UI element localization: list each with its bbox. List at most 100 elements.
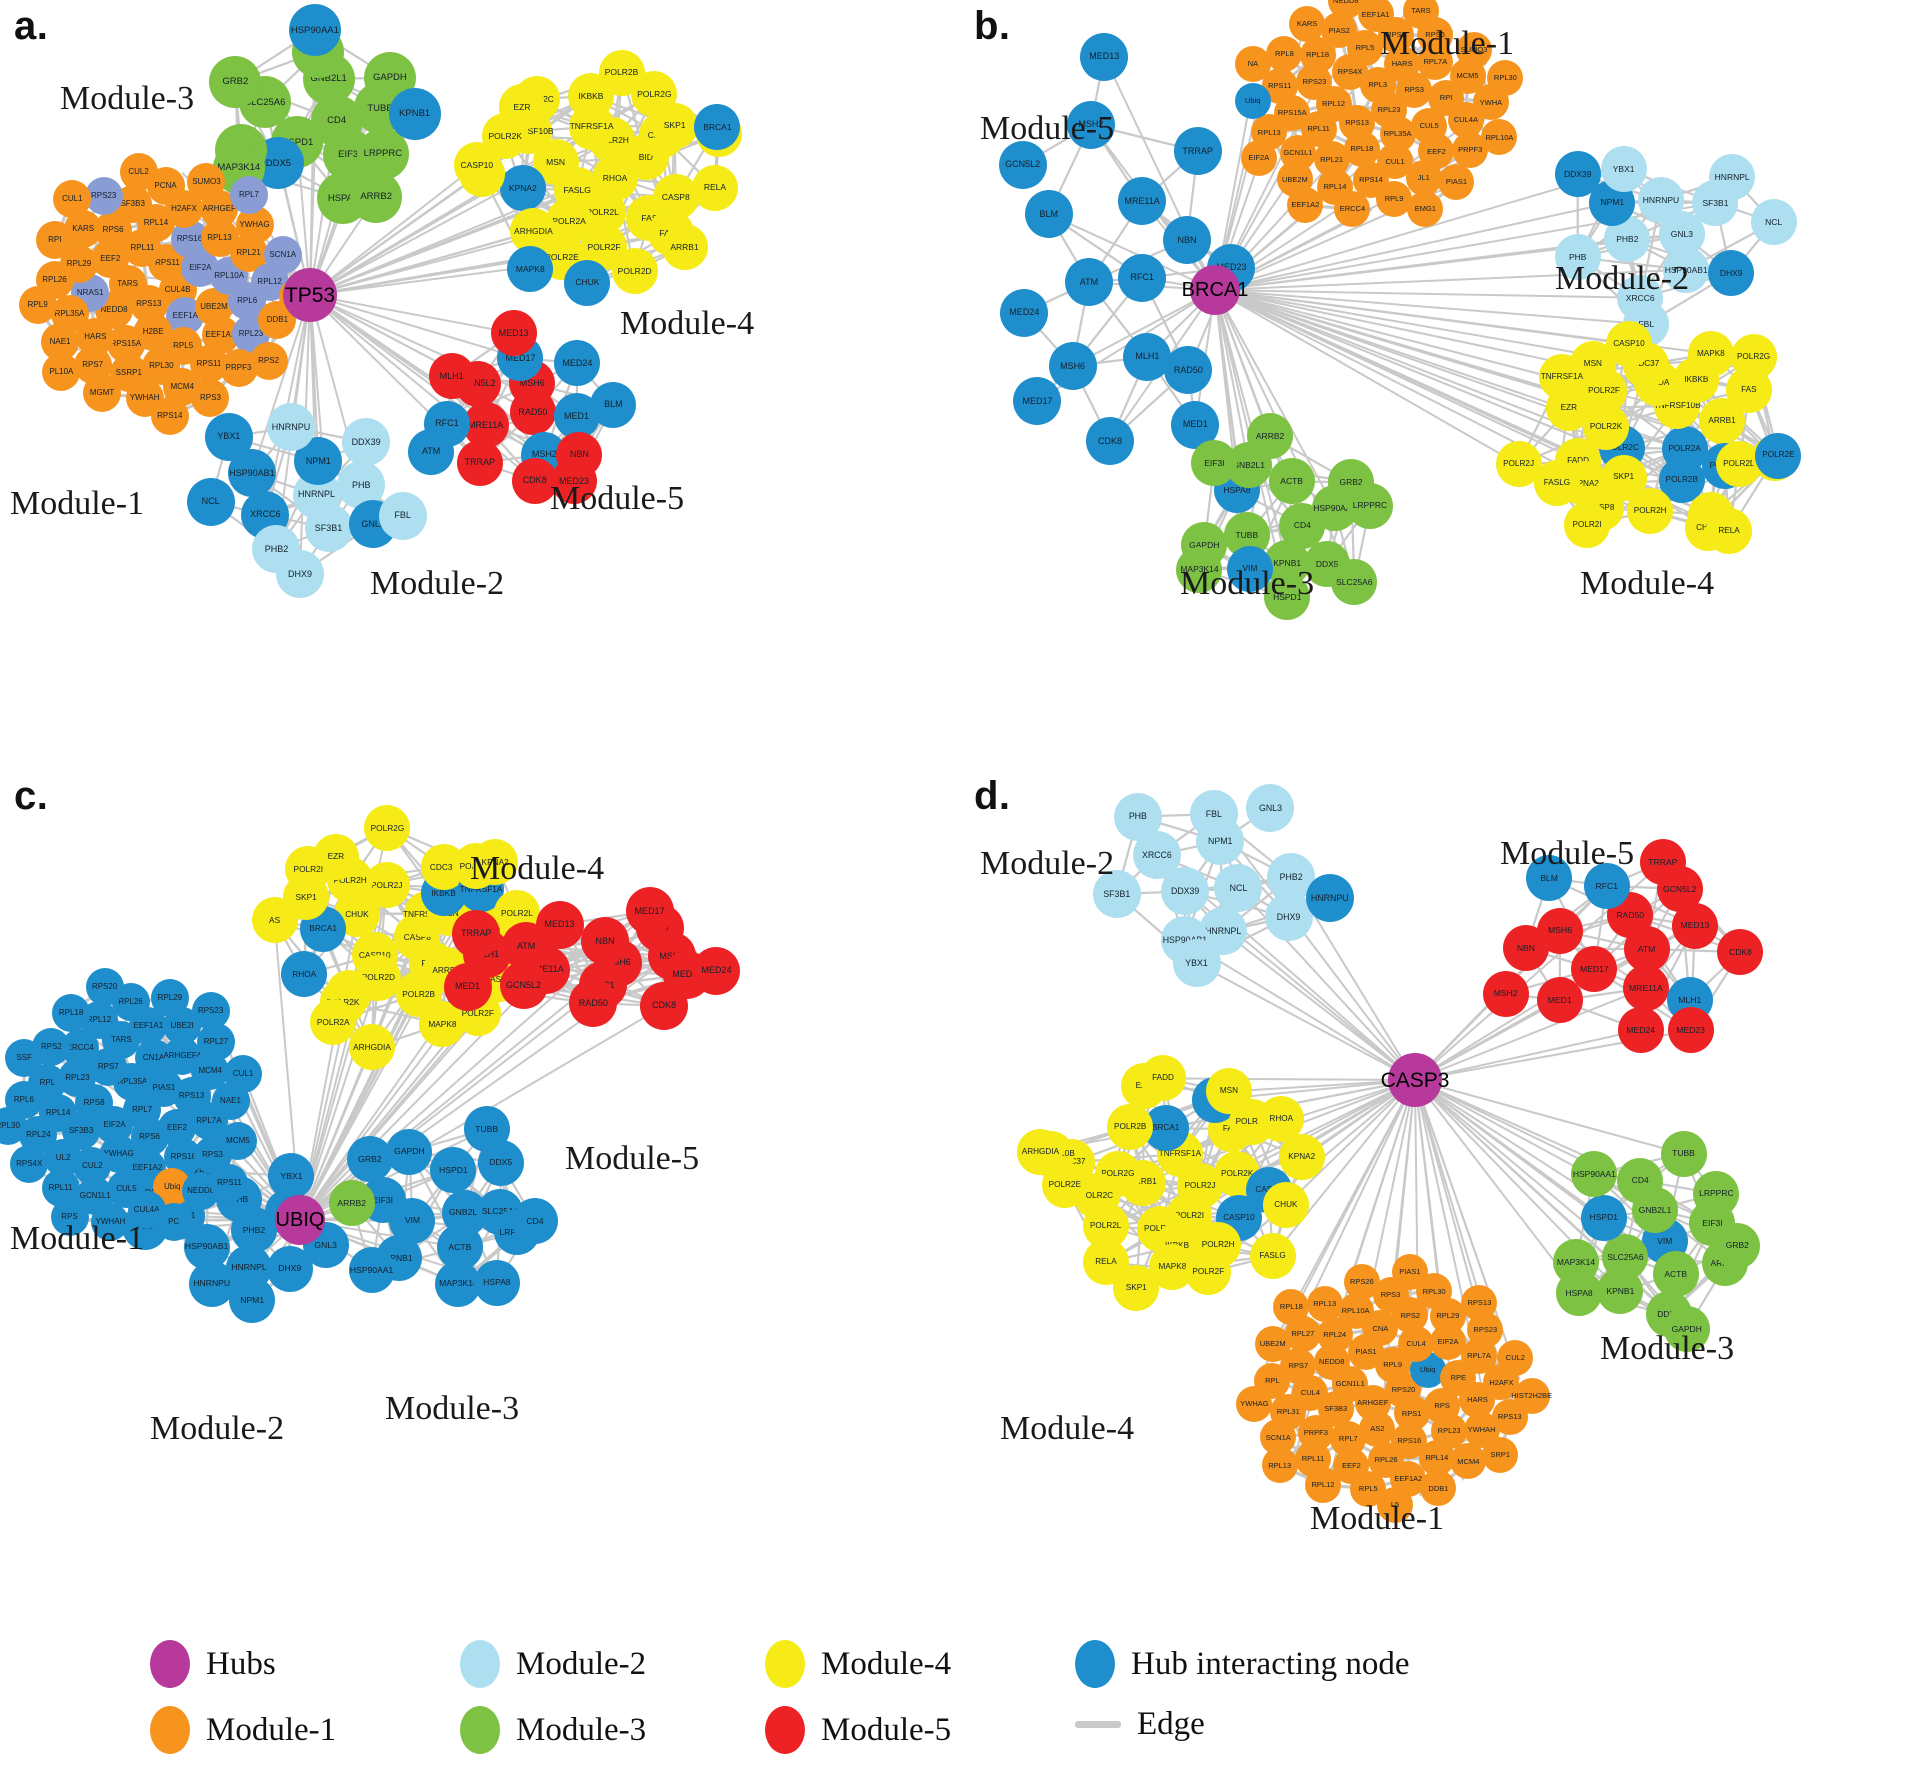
protein-node[interactable]: RPL9 [18, 286, 57, 325]
protein-node[interactable]: LRPPRC [1693, 1170, 1740, 1217]
protein-node[interactable]: RPL12 [1304, 1466, 1341, 1503]
protein-node[interactable]: NBN [1163, 216, 1212, 264]
protein-node[interactable]: KPNB1 [1597, 1268, 1644, 1315]
protein-node[interactable]: MED17 [1571, 945, 1618, 992]
protein-node[interactable]: RPL8 [1266, 35, 1303, 72]
protein-node[interactable]: PHB [1554, 234, 1601, 281]
protein-node[interactable]: BLM [590, 381, 637, 428]
protein-node[interactable]: POLR2B [1107, 1104, 1154, 1151]
protein-node[interactable]: RPS3 [191, 378, 230, 417]
protein-node[interactable]: MCM5 [218, 1121, 257, 1160]
protein-node[interactable]: PL10A [42, 353, 81, 392]
protein-node[interactable]: HNRNPU [188, 1260, 235, 1307]
hub-node[interactable]: BRCA1 [1182, 265, 1248, 315]
protein-node[interactable]: CDK8 [640, 981, 689, 1030]
protein-node[interactable]: POLR2H [1627, 488, 1674, 535]
protein-node[interactable]: MED13 [535, 900, 584, 949]
protein-node[interactable]: RPL29 [150, 979, 189, 1018]
protein-node[interactable]: ARHGDIA [348, 1024, 395, 1071]
protein-node[interactable]: CASP10 [1605, 321, 1652, 368]
protein-node[interactable]: POLR2I [1564, 502, 1611, 549]
protein-node[interactable]: EZR [499, 83, 546, 130]
protein-node[interactable]: RHOA [281, 951, 328, 998]
protein-node[interactable]: NBN [1502, 925, 1549, 972]
protein-node[interactable]: NCL [1214, 864, 1263, 913]
protein-node[interactable]: POLR2E [1755, 432, 1802, 479]
protein-node[interactable]: SSF [5, 1038, 44, 1077]
hub-node[interactable]: CASP3 [1381, 1053, 1449, 1107]
protein-node[interactable]: MRE11A [1622, 965, 1669, 1012]
protein-node[interactable]: RHOA [1258, 1095, 1305, 1142]
protein-node[interactable]: MSH6 [1048, 342, 1097, 390]
protein-node[interactable]: RPS14 [150, 396, 189, 435]
protein-node[interactable]: YBX1 [1600, 146, 1647, 193]
protein-node[interactable]: Ubiq [1234, 82, 1271, 119]
protein-node[interactable]: ARRB1 [661, 223, 708, 270]
protein-node[interactable]: ARRB2 [350, 170, 403, 223]
protein-node[interactable]: TRRAP [1173, 127, 1222, 176]
protein-node[interactable]: MGMT [83, 374, 122, 413]
protein-node[interactable]: POLR2F [1185, 1249, 1232, 1296]
protein-node[interactable]: POLR2G [364, 804, 411, 851]
protein-node[interactable]: MSH2 [1482, 970, 1529, 1017]
protein-node[interactable]: MED24 [692, 946, 741, 995]
protein-node[interactable]: HSPD1 [430, 1147, 477, 1194]
protein-node[interactable]: PIAS1 [1438, 163, 1475, 200]
protein-node[interactable]: CD4 [1617, 1157, 1664, 1204]
protein-node[interactable]: MED24 [1617, 1007, 1664, 1054]
protein-node[interactable]: CASP10 [453, 142, 500, 188]
protein-node[interactable]: DHX9 [1708, 250, 1755, 297]
protein-node[interactable]: POLR2J [1495, 441, 1542, 488]
protein-node[interactable]: MCM4 [1450, 1443, 1487, 1480]
protein-node[interactable]: RPL18 [1273, 1289, 1310, 1326]
protein-node[interactable]: RPS4X [10, 1144, 49, 1183]
protein-node[interactable]: HSPA8 [473, 1259, 520, 1306]
protein-node[interactable]: YBX1 [268, 1153, 315, 1200]
protein-node[interactable]: SRP1 [1482, 1436, 1519, 1473]
protein-node[interactable]: MSN [1205, 1068, 1252, 1115]
protein-node[interactable]: EMG1 [1407, 190, 1444, 227]
protein-node[interactable]: CUL1 [224, 1054, 263, 1093]
protein-node[interactable]: BLM [1024, 190, 1073, 239]
protein-node[interactable]: SLC25A6 [1331, 559, 1378, 606]
protein-node[interactable]: CUL1 [53, 180, 92, 219]
protein-node[interactable]: HSPD1 [1580, 1194, 1627, 1241]
protein-node[interactable]: KPNB1 [388, 88, 441, 141]
protein-node[interactable]: HSPA8 [1555, 1270, 1602, 1317]
protein-node[interactable]: TRRAP [1639, 839, 1686, 886]
protein-node[interactable]: FBL [1189, 790, 1238, 839]
protein-node[interactable]: CUL2 [1497, 1340, 1534, 1376]
protein-node[interactable]: ARRB2 [328, 1179, 375, 1226]
protein-node[interactable]: ARHGDIA [1017, 1128, 1064, 1175]
protein-node[interactable]: MLH1 [428, 353, 475, 400]
protein-node[interactable]: RFC1 [1118, 253, 1167, 302]
protein-node[interactable]: HIST2H2BE [1511, 1377, 1552, 1414]
protein-node[interactable]: CD4 [511, 1198, 558, 1245]
protein-node[interactable]: CDK8 [1717, 929, 1764, 975]
protein-node[interactable]: ERCC4 [1334, 191, 1371, 228]
protein-node[interactable]: DDX39 [1554, 150, 1601, 197]
protein-node[interactable]: HNRNPU [1637, 177, 1684, 224]
protein-node[interactable]: MED1 [1536, 977, 1583, 1024]
protein-node[interactable]: NCL [1750, 199, 1797, 246]
protein-node[interactable]: KPNA2 [499, 165, 546, 212]
protein-node[interactable]: TRRAP [452, 909, 501, 958]
protein-node[interactable]: RPS20 [85, 968, 124, 1007]
protein-node[interactable]: MED1 [443, 962, 492, 1011]
protein-node[interactable]: GRB2 [1714, 1222, 1761, 1269]
protein-node[interactable]: POLR2D [611, 248, 658, 295]
hub-node[interactable]: UBIQ [275, 1195, 325, 1245]
protein-node[interactable]: RPL18 [52, 993, 91, 1032]
protein-node[interactable]: ACTB [1268, 458, 1315, 505]
protein-node[interactable]: CUL2 [119, 152, 158, 191]
protein-node[interactable]: FBL [378, 491, 427, 540]
protein-node[interactable]: YWHAG [1236, 1385, 1273, 1422]
protein-node[interactable]: AS [251, 897, 298, 944]
protein-node[interactable]: RELA [691, 164, 738, 211]
protein-node[interactable]: RAD50 [1164, 346, 1213, 395]
protein-node[interactable]: SKP1 [1113, 1265, 1160, 1312]
protein-node[interactable]: PC [154, 1202, 193, 1241]
protein-node[interactable]: MED17 [1013, 377, 1062, 426]
protein-node[interactable]: RPL13 [1306, 1286, 1343, 1323]
protein-node[interactable]: POLR2A [310, 999, 357, 1046]
